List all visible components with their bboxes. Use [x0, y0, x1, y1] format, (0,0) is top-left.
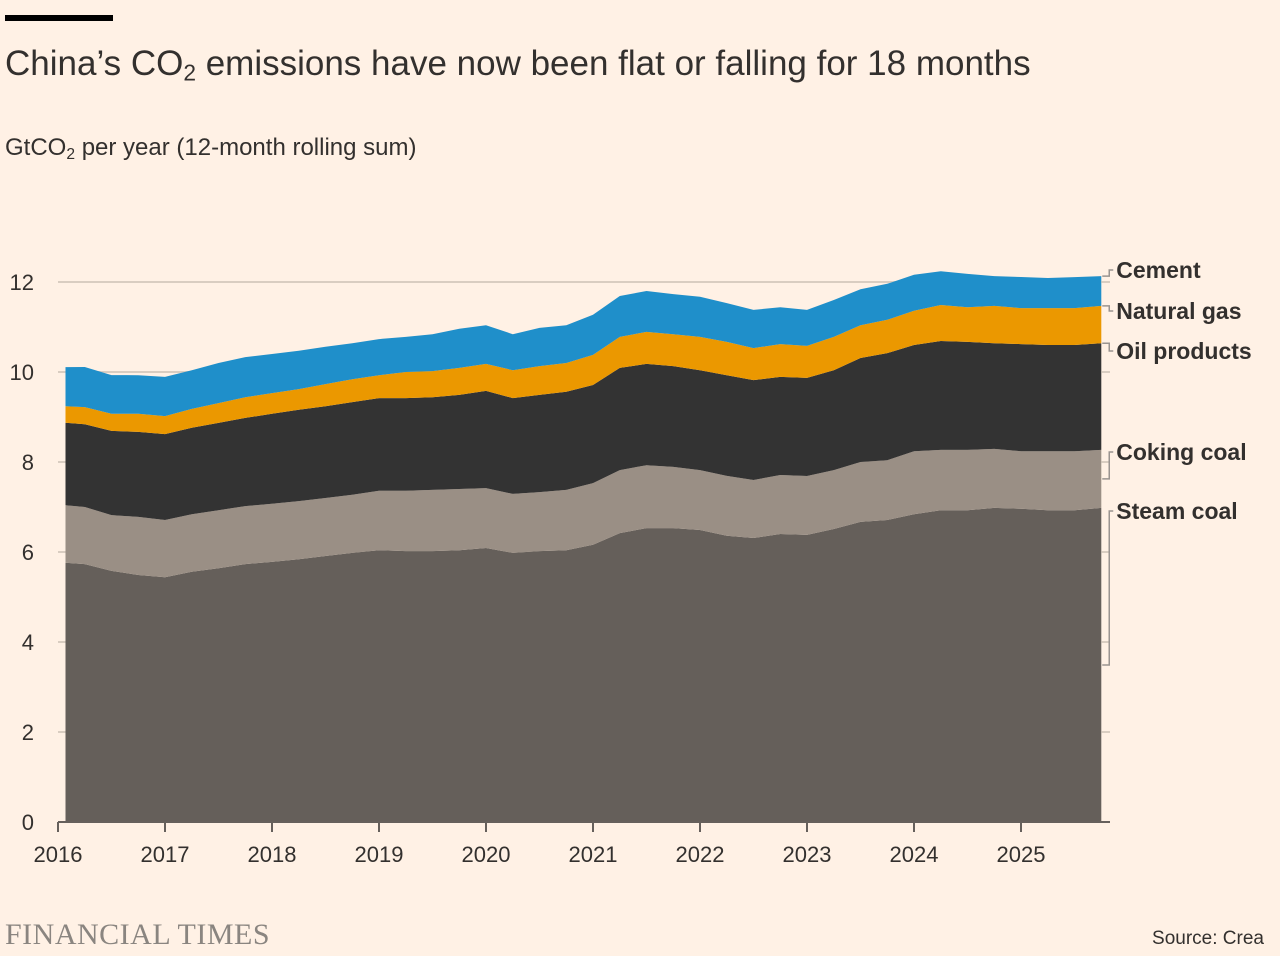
y-tick-label: 2 [22, 720, 34, 745]
label-leader [1102, 342, 1114, 352]
series-label-cement: Cement [1116, 257, 1201, 283]
series-label-natural-gas: Natural gas [1116, 298, 1241, 324]
x-tick-label: 2020 [462, 842, 511, 867]
subtitle-subscript: 2 [66, 145, 76, 163]
title-text: China’s CO [5, 44, 184, 83]
subtitle-text: GtCO [5, 134, 67, 161]
ft-logo: FINANCIAL TIMES [5, 918, 271, 951]
x-tick-label: 2025 [997, 842, 1046, 867]
x-tick-label: 2024 [890, 842, 939, 867]
x-tick-label: 2019 [355, 842, 404, 867]
y-tick-label: 6 [22, 540, 34, 565]
y-tick-label: 8 [22, 450, 34, 475]
y-tick-label: 0 [22, 810, 34, 835]
title-subscript: 2 [183, 59, 196, 86]
x-tick-label: 2016 [34, 842, 83, 867]
label-leader [1102, 305, 1114, 312]
series-label-oil-products: Oil products [1116, 338, 1251, 364]
x-tick-label: 2017 [141, 842, 190, 867]
area-steam-coal [65, 507, 1102, 822]
ft-top-bar [5, 15, 113, 21]
area-cement [65, 271, 1102, 417]
chart-subtitle: GtCO2 per year (12-month rolling sum) [5, 134, 417, 164]
title-text-end: emissions have now been flat or falling … [195, 44, 1031, 83]
x-tick-label: 2023 [783, 842, 832, 867]
source-note: Source: Crea [1152, 928, 1264, 949]
x-tick-label: 2021 [569, 842, 618, 867]
series-label-coking-coal: Coking coal [1116, 439, 1246, 465]
x-tick-label: 2022 [676, 842, 725, 867]
label-leader [1102, 269, 1114, 277]
x-tick-label: 2018 [248, 842, 297, 867]
label-leader [1102, 510, 1114, 666]
y-tick-label: 10 [10, 360, 34, 385]
chart-title: China’s CO2 emissions have now been flat… [5, 44, 1031, 87]
series-label-steam-coal: Steam coal [1116, 498, 1237, 524]
subtitle-text-end: per year (12-month rolling sum) [75, 134, 417, 161]
label-leader [1102, 451, 1114, 480]
area-natural-gas [65, 305, 1102, 435]
y-tick-label: 4 [22, 630, 34, 655]
area-coking-coal [65, 448, 1102, 578]
y-tick-label: 12 [10, 270, 34, 295]
area-oil-products [65, 341, 1102, 520]
